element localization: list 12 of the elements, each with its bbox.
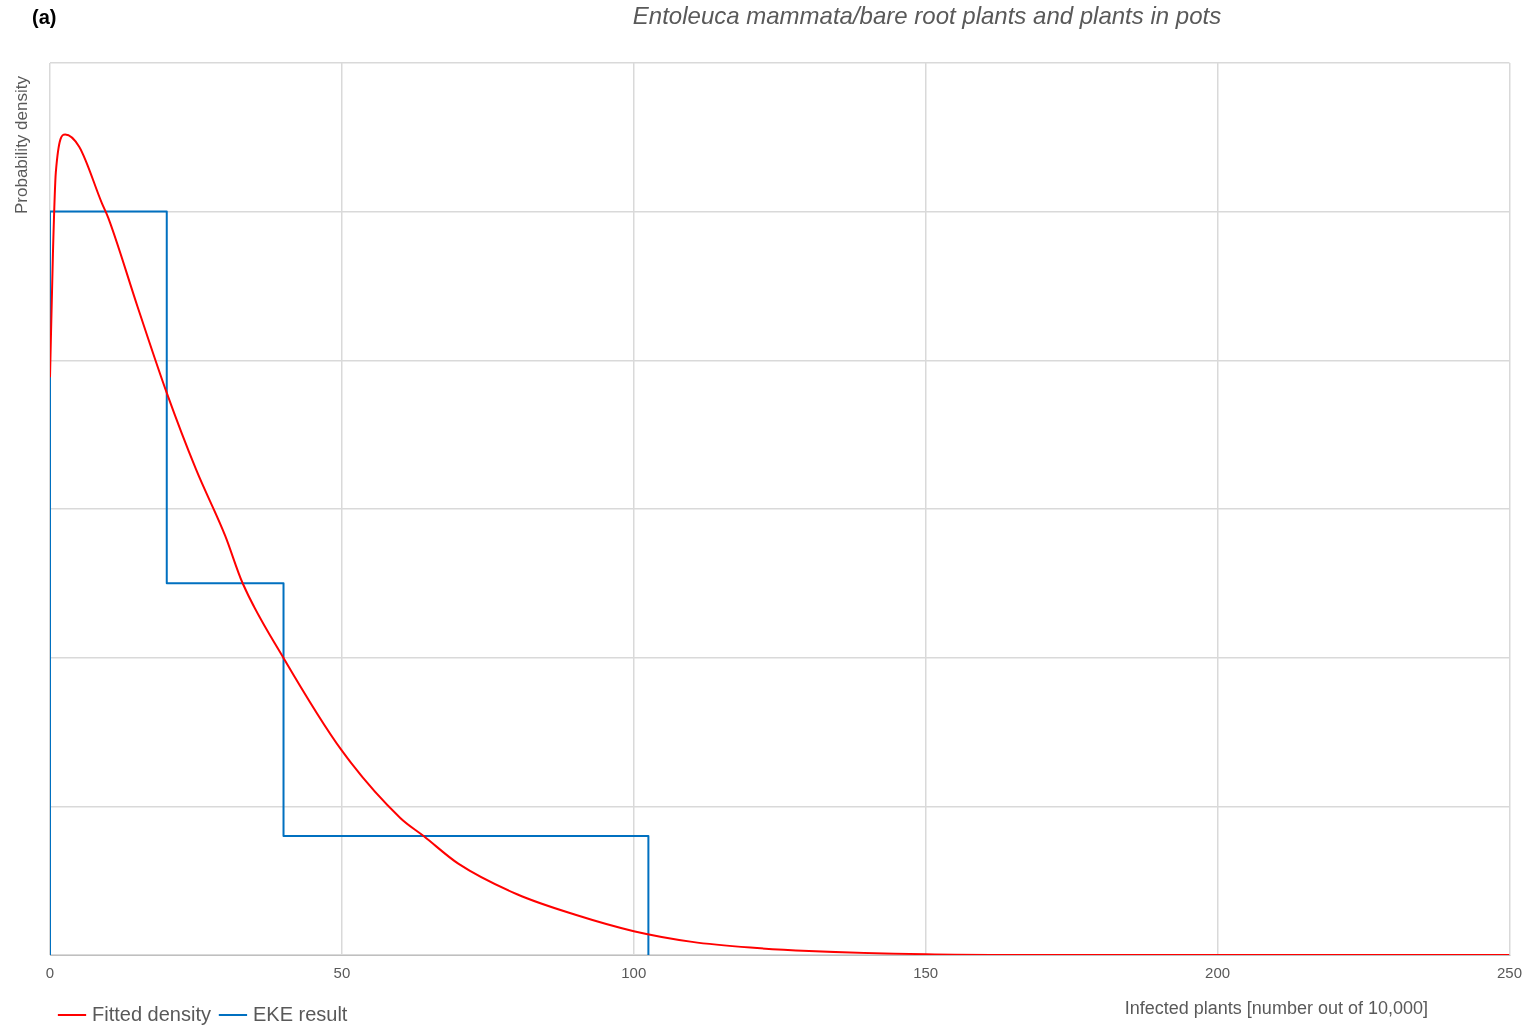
legend-label: EKE result xyxy=(252,1002,348,1025)
chart-title: Entoleuca mammata/bare root plants and plants in pots xyxy=(631,2,1223,30)
legend-label: Fitted density xyxy=(92,1002,211,1025)
x-axis-title: Infected plants [number out of 10,000] xyxy=(1124,998,1428,1019)
x-tick-label: 50 xyxy=(333,964,351,982)
text: (a) xyxy=(32,6,57,29)
x-tick-label: 100 xyxy=(621,964,647,982)
x-tick-label: 250 xyxy=(1496,964,1522,982)
x-tick-label: 0 xyxy=(45,964,55,982)
x-tick-label: 200 xyxy=(1205,964,1231,982)
x-tick-label: 150 xyxy=(913,964,939,982)
y-axis-title: Probability density xyxy=(12,76,32,214)
